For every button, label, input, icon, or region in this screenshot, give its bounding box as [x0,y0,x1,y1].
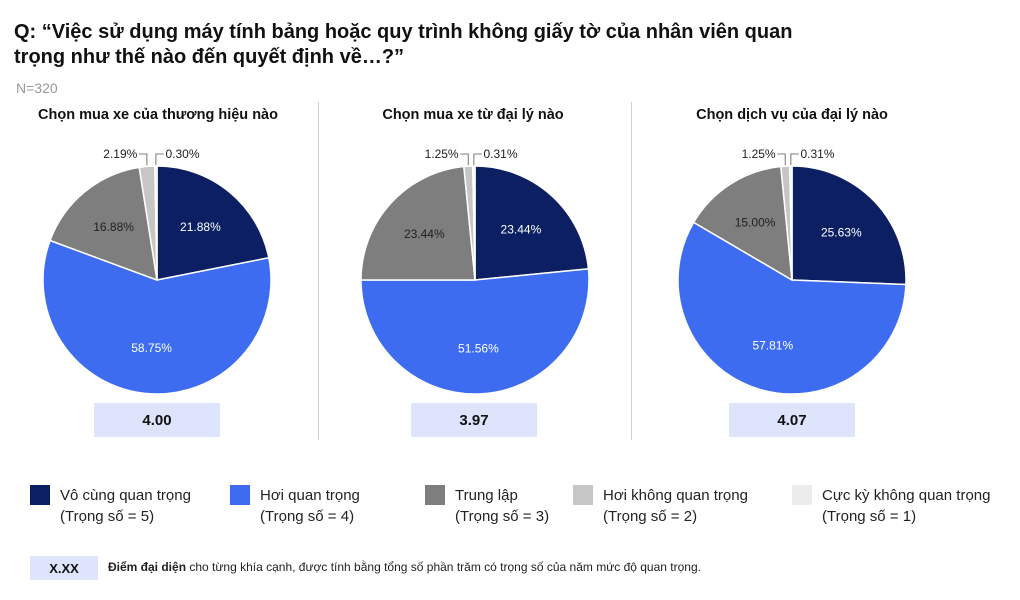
slice-label-somewhat-important: 58.75% [131,341,172,355]
slice-label-very-important: 21.88% [180,220,221,234]
pie-slice-somewhat-important [360,268,590,395]
leader-line-somewhat-unimportant [777,153,786,166]
note-desc: cho từng khía cạnh, được tính bằng tổng … [186,560,701,574]
legend-label: Vô cùng quan trọng (Trọng số = 5) [60,487,191,525]
slice-label-somewhat-important: 51.56% [458,341,499,355]
legend-swatch [425,485,445,505]
chart-title-service: Chọn dịch vụ của đại lý nào [696,107,888,123]
leader-line-extremely-unimportant [790,153,799,165]
divider-1 [318,102,319,440]
pie-slice-very-important [791,165,907,286]
divider-2 [631,102,632,440]
slice-label-somewhat-unimportant: 1.25% [425,147,459,161]
note-bold: Điểm đại diện [108,560,187,574]
pie-slice-neutral [360,165,476,281]
pie-slice-somewhat-important [42,239,272,395]
legend-swatch [792,485,812,505]
sample-size: N=320 [16,80,58,96]
pie-slice-very-important [474,165,590,281]
legend-label: Hơi không quan trọng (Trọng số = 2) [603,487,748,525]
leader-line-extremely-unimportant [155,153,164,165]
legend-swatch [573,485,593,505]
pie-slice-somewhat-important [677,221,907,395]
legend-swatch [230,485,250,505]
slice-label-somewhat-important: 57.81% [752,339,793,353]
slice-label-neutral: 23.44% [404,227,445,241]
leader-line-extremely-unimportant [473,153,482,165]
slice-label-extremely-unimportant: 0.30% [166,147,200,161]
pie-slice-very-important [156,165,270,281]
pie-charts: 21.88% 58.75% 16.88% 2.19% 0.30% 23.44% 51.56%… [42,147,907,395]
note-text: Điểm đại diện cho từng khía cạnh, được t… [108,560,701,574]
score-dealer: 3.97 [411,403,537,437]
chart-title-dealer: Chọn mua xe từ đại lý nào [382,107,564,123]
chart-title-brand: Chọn mua xe của thương hiệu nào [38,107,278,123]
pie-slice-neutral [692,165,793,282]
slice-label-somewhat-unimportant: 1.25% [742,147,776,161]
slice-label-very-important: 25.63% [821,226,862,240]
slice-label-extremely-unimportant: 0.31% [801,147,835,161]
pie-slice-extremely-unimportant [472,165,476,281]
pie-slice-neutral [49,166,158,282]
legend-label: Trung lập (Trọng số = 3) [455,487,550,525]
leader-line-somewhat-unimportant [138,153,148,166]
score-brand: 4.00 [94,403,220,437]
pie-slice-extremely-unimportant [154,165,158,281]
score-service: 4.07 [729,403,855,437]
leader-line-somewhat-unimportant [460,153,469,166]
question-title: Q: “Việc sử dụng máy tính bảng hoặc quy … [14,21,793,68]
note-score-box: X.XX [30,556,98,580]
slice-label-neutral: 16.88% [93,220,134,234]
slice-label-extremely-unimportant: 0.31% [484,147,518,161]
slice-label-neutral: 15.00% [735,215,776,229]
pie-slice-extremely-unimportant [789,165,793,281]
legend-swatch [30,485,50,505]
slice-label-very-important: 23.44% [501,222,542,236]
legend-label: Hơi quan trọng (Trọng số = 4) [260,487,360,525]
slice-label-somewhat-unimportant: 2.19% [103,147,137,161]
legend-label: Cực kỳ không quan trọng (Trọng số = 1) [822,487,991,525]
